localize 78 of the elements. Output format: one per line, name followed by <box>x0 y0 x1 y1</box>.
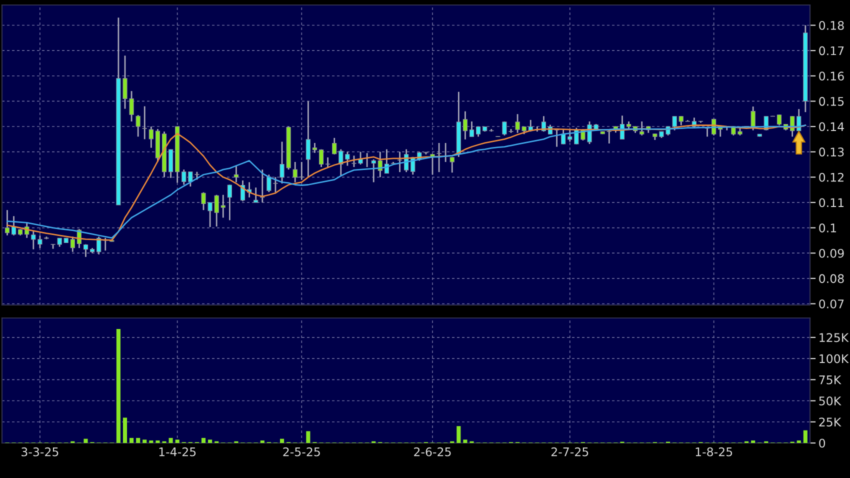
candlestick <box>227 184 232 221</box>
bar <box>201 438 206 443</box>
bar <box>260 440 264 443</box>
bar <box>463 440 468 443</box>
candlestick <box>234 165 239 183</box>
candlestick <box>83 244 88 258</box>
y-tick-label: 0.12 <box>819 172 844 182</box>
y-tick-label: 0 <box>819 438 826 448</box>
x-tick-label: 1-4-25 <box>159 447 196 456</box>
x-tick-label: 1-8-25 <box>696 447 732 456</box>
y-tick-label: 0.18 <box>819 20 844 30</box>
candlestick <box>436 142 442 173</box>
bar <box>803 430 808 443</box>
candlestick <box>640 120 644 136</box>
candlestick <box>476 126 481 138</box>
y-tick-label: 0.08 <box>819 274 844 284</box>
bar <box>156 440 160 443</box>
x-tick-label: 2-7-25 <box>551 447 588 456</box>
candlestick <box>220 194 226 218</box>
candlestick <box>397 151 402 173</box>
y-tick-label: 0.09 <box>819 248 844 258</box>
y-tick-label: 0.07 <box>819 299 844 308</box>
candlestick <box>148 126 154 148</box>
candlestick <box>371 158 376 183</box>
candlestick <box>299 161 304 180</box>
y-tick-label: 0.17 <box>819 46 844 56</box>
bar <box>122 418 128 443</box>
candlestick <box>168 148 174 179</box>
candlestick <box>678 115 684 126</box>
candlestick <box>306 100 310 178</box>
candlestick <box>142 106 147 140</box>
candlestick <box>70 236 75 253</box>
bar <box>796 440 801 443</box>
bar <box>142 440 147 443</box>
x-tick-label: 2-6-25 <box>414 447 451 456</box>
bar <box>456 426 461 443</box>
candlestick <box>462 110 468 140</box>
bar <box>751 440 756 443</box>
candlestick <box>312 142 318 154</box>
y-tick-label: 75K <box>819 376 842 384</box>
candlestick <box>450 156 454 174</box>
bar <box>208 440 212 443</box>
y-tick-label: 0.16 <box>819 72 844 81</box>
bar <box>136 438 140 443</box>
x-tick-label: 3-3-25 <box>22 447 58 456</box>
candlestick <box>292 161 298 183</box>
candlestick <box>332 137 337 156</box>
bar <box>280 438 284 443</box>
candlestick <box>4 209 10 236</box>
candlestick <box>254 186 258 204</box>
candlestick <box>469 120 474 138</box>
candlestick <box>554 128 560 148</box>
candlestick <box>326 156 330 168</box>
candlestick <box>318 148 324 168</box>
candlestick <box>561 128 566 145</box>
bar <box>116 328 120 443</box>
bar <box>149 440 154 443</box>
y-tick-label: 0.15 <box>819 96 844 106</box>
y-tick-label: 0.1 <box>819 224 836 232</box>
y-tick-label: 0.13 <box>819 148 844 156</box>
candlestick <box>606 129 612 144</box>
y-tick-label: 100K <box>820 354 849 364</box>
y-tick-label: 125K <box>820 333 849 342</box>
bar <box>306 431 310 443</box>
y-tick-label: 0.11 <box>819 198 844 208</box>
y-tick-label: 0.14 <box>819 122 844 132</box>
bar <box>84 438 88 443</box>
candlestick <box>750 106 756 132</box>
y-tick-label: 50K <box>819 396 842 406</box>
bar <box>175 440 180 443</box>
candlestick <box>776 114 782 126</box>
candlestick <box>182 168 186 186</box>
bar <box>168 438 173 443</box>
bar <box>130 438 134 443</box>
candlestick <box>568 128 572 142</box>
x-tick-label: 2-5-25 <box>283 447 320 456</box>
y-tick-label: 25K <box>819 418 842 427</box>
candlestick <box>136 114 140 138</box>
